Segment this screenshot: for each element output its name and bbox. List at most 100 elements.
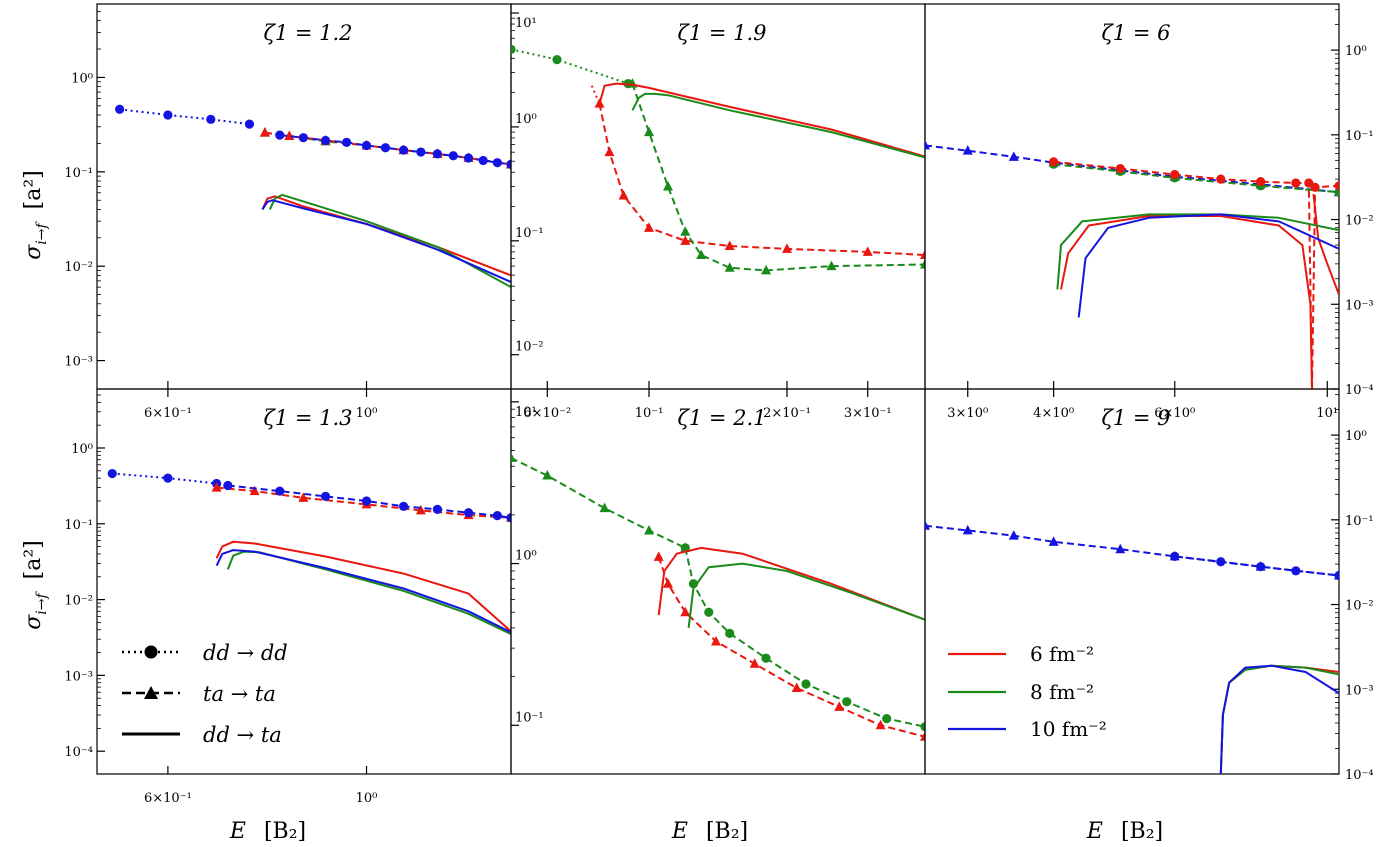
series-marker-6fm [1115, 163, 1125, 174]
series-marker-10fm [506, 159, 511, 169]
y-tick-label: 10⁰ [1345, 44, 1367, 59]
series-marker-6fm [259, 127, 270, 137]
y-tick-label: 10⁻³ [64, 355, 93, 370]
series-marker-8fm [826, 260, 837, 271]
legend-item-8fm: 8 fm⁻² [948, 680, 1094, 704]
series-marker-6fm [862, 246, 873, 256]
series-group [511, 44, 925, 275]
series-marker-8fm [644, 126, 654, 137]
y-tick-label: 10⁻³ [64, 669, 93, 684]
series-line-8fm [684, 547, 925, 728]
series-marker-6fm [724, 240, 735, 251]
x-tick-label: 6×10⁻² [523, 406, 571, 421]
series-marker-8fm [725, 628, 735, 639]
svg-text:σi→f[a²]: σi→f[a²] [21, 170, 50, 260]
svg-text:8 fm⁻²: 8 fm⁻² [1030, 680, 1094, 704]
series-marker-10fm [463, 153, 474, 163]
series-marker-6fm [1256, 177, 1266, 187]
x-tick-label: 10⁰ [356, 406, 378, 421]
series-line-6fm [215, 540, 511, 633]
svg-text:σi→f[a²]: σi→f[a²] [21, 540, 50, 630]
y-tick-label: 10⁰ [71, 442, 93, 457]
legend-processes: dd → dd ta → ta dd → ta [122, 641, 288, 747]
series-marker-6fm [782, 243, 792, 253]
panel-6: 10⁰ 10⁻¹ 10⁻² 10⁻³ 10⁻⁴ ζ1 = 9 [924, 388, 1374, 783]
series-group [925, 139, 1339, 389]
y-tick-label: 10⁻² [515, 340, 544, 355]
svg-text:dd → dd: dd → dd [203, 641, 288, 665]
series-marker-6fm [1334, 181, 1339, 191]
series-marker-10fm [463, 508, 474, 518]
legend-item-dd-ta: dd → ta [122, 723, 282, 747]
series-marker-8fm [801, 679, 811, 689]
series-line-8fm [1053, 163, 1339, 194]
y-tick-label: 10¹ [515, 16, 537, 31]
y-tick-label: 10⁻² [64, 594, 93, 609]
series-marker-6fm [662, 578, 673, 588]
series-marker-10fm [432, 504, 443, 514]
y-tick-label: 10⁰ [515, 112, 537, 127]
series-marker-8fm [842, 697, 852, 707]
series-marker-8fm [704, 607, 714, 617]
series-line-10fm [925, 144, 1339, 194]
y-tick-label: 10⁻² [64, 260, 93, 275]
y-tick-label: 10⁻³ [1345, 298, 1374, 313]
series-marker-6fm [1216, 174, 1226, 184]
series-marker-6fm [875, 719, 886, 730]
series-marker-10fm [163, 110, 173, 120]
legend-item-ta-ta: ta → ta [122, 682, 276, 706]
series-marker-6fm [710, 635, 721, 646]
series-marker-10fm [925, 520, 930, 530]
series-marker-6fm [920, 731, 925, 741]
series-marker-10fm [432, 149, 443, 159]
series-marker-10fm [1170, 551, 1180, 562]
panel-frame [96, 3, 512, 390]
series-marker-10fm [341, 137, 352, 148]
series-group [115, 104, 511, 288]
series-marker-10fm [1216, 557, 1226, 567]
series-marker-6fm [1310, 182, 1320, 192]
series-marker-8fm [761, 264, 772, 275]
x-tick-label: 6×10⁰ [1154, 406, 1195, 421]
series-marker-8fm [680, 226, 691, 236]
series-marker-10fm [115, 104, 125, 114]
y-tick-label: 10⁻¹ [64, 518, 93, 533]
series-marker-10fm [416, 147, 426, 157]
series-marker-6fm [249, 485, 260, 496]
series-marker-10fm [1008, 151, 1019, 161]
series-marker-8fm [644, 525, 654, 535]
panel-5: 10¹ 10⁰ 10⁻¹ ζ1 = 2.1 [510, 388, 926, 775]
y-tick-label: 10⁻¹ [1345, 514, 1374, 529]
y-tick-label: 10⁰ [71, 71, 93, 86]
series-marker-10fm [1048, 536, 1059, 546]
y-tick-label: 10⁰ [1345, 429, 1367, 444]
legend-item-10fm: 10 fm⁻² [948, 717, 1107, 741]
series-group [511, 452, 925, 741]
panel-2: 10¹ 10⁰ 10⁻¹ 10⁻² 6×10⁻² 10⁻¹ 2×10⁻¹ 3×10⁻¹ ζ1 =… [510, 3, 926, 421]
series-marker-10fm [275, 130, 285, 140]
series-marker-8fm [696, 249, 707, 260]
panel-frame [96, 388, 512, 775]
y-axis-label-bottom: σi→f[a²] [21, 540, 50, 630]
y-tick-label: 10⁻¹ [64, 166, 93, 181]
series-marker-6fm [920, 249, 925, 260]
series-line-10fm [119, 108, 250, 126]
series-line-10fm [261, 199, 511, 283]
series-marker-10fm [244, 119, 255, 129]
series-marker-10fm [107, 468, 117, 479]
panel-frame [510, 388, 926, 775]
series-marker-6fm [1291, 178, 1301, 188]
series-marker-10fm [320, 491, 331, 501]
series-line-8fm [687, 562, 925, 629]
series-marker-10fm [275, 486, 285, 496]
series-marker-6fm [618, 189, 629, 200]
series-marker-6fm [749, 658, 760, 668]
series-marker-6fm [680, 235, 691, 245]
series-group [925, 520, 1339, 774]
series-marker-10fm [1256, 562, 1266, 572]
series-line-6fm [657, 546, 925, 621]
series-marker-6fm [298, 492, 309, 502]
series-marker-10fm [398, 145, 409, 155]
